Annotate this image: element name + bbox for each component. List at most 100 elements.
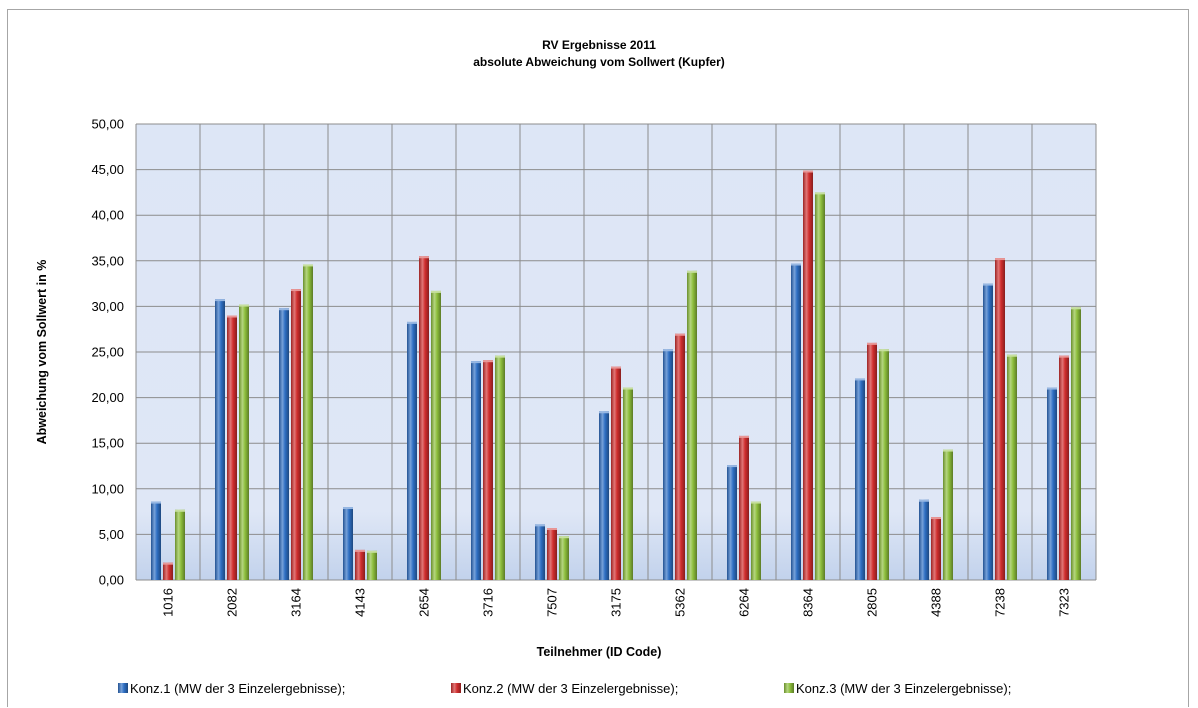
bar	[227, 315, 237, 580]
bar	[163, 562, 173, 580]
bar	[599, 411, 609, 580]
bar-body	[791, 263, 801, 580]
bar-body	[407, 321, 417, 580]
bar-body	[547, 528, 557, 580]
bar	[151, 501, 161, 580]
bar-cap	[803, 170, 813, 173]
bar-body	[867, 342, 877, 580]
x-tick-label: 2805	[865, 588, 880, 617]
bar	[355, 549, 365, 580]
x-tick-label: 2654	[417, 588, 432, 617]
bar-cap	[687, 270, 697, 273]
x-tick-label: 8364	[801, 588, 816, 617]
bar-cap	[995, 258, 1005, 261]
bar-cap	[791, 263, 801, 266]
bar	[995, 258, 1005, 580]
bar-cap	[919, 499, 929, 502]
bar-cap	[279, 308, 289, 311]
bar	[867, 342, 877, 580]
bar	[879, 349, 889, 580]
bar-body	[1047, 387, 1057, 580]
x-tick-label: 7323	[1057, 588, 1072, 617]
bar	[495, 355, 505, 580]
bar-body	[675, 333, 685, 580]
bar-body	[931, 517, 941, 580]
bar	[983, 283, 993, 580]
bar-cap	[623, 387, 633, 390]
x-tick-label: 4388	[929, 588, 944, 617]
bar-cap	[151, 501, 161, 504]
bar	[675, 333, 685, 580]
bar-cap	[727, 465, 737, 468]
bar	[483, 360, 493, 580]
bar-cap	[367, 550, 377, 553]
x-tick-label: 2082	[225, 588, 240, 617]
legend-label: Konz.1 (MW der 3 Einzelergebnisse);	[130, 681, 345, 696]
bar-body	[227, 315, 237, 580]
bar	[175, 509, 185, 580]
bar-body	[1007, 354, 1017, 580]
y-tick-label: 35,00	[91, 253, 124, 268]
bar-body	[367, 550, 377, 580]
bar	[407, 321, 417, 580]
bar-body	[419, 256, 429, 580]
bar-body	[751, 501, 761, 580]
bar	[303, 264, 313, 580]
bar-cap	[483, 360, 493, 363]
y-tick-labels: 0,00 5,00 10,00 15,00 20,00 25,00 30,00 35,00 40…	[91, 117, 124, 588]
chart-subtitle: absolute Abweichung vom Sollwert (Kupfer…	[473, 55, 725, 69]
bar-body	[151, 501, 161, 580]
bar	[343, 507, 353, 580]
x-tick-label: 3164	[289, 588, 304, 617]
bar-cap	[1059, 355, 1069, 358]
bar-body	[535, 524, 545, 580]
bar-cap	[675, 333, 685, 336]
bar-cap	[867, 342, 877, 345]
chart-title: RV Ergebnisse 2011	[542, 38, 656, 52]
legend-item: Konz.1 (MW der 3 Einzelergebnisse);	[118, 681, 345, 696]
x-tick-label: 7238	[993, 588, 1008, 617]
bar-cap	[559, 536, 569, 539]
bar-body	[803, 170, 813, 580]
bar-cap	[175, 509, 185, 512]
bar-body	[175, 509, 185, 580]
bar	[751, 501, 761, 580]
bar-body	[495, 355, 505, 580]
bar	[535, 524, 545, 580]
bar-body	[599, 411, 609, 580]
bar-body	[815, 192, 825, 580]
x-tick-label: 6264	[737, 588, 752, 617]
bar-cap	[547, 528, 557, 531]
bar	[815, 192, 825, 580]
bar-cap	[291, 289, 301, 292]
legend-label: Konz.3 (MW der 3 Einzelergebnisse);	[796, 681, 1011, 696]
bar	[279, 308, 289, 580]
bar	[739, 435, 749, 580]
legend-swatch	[784, 683, 794, 693]
bar-body	[291, 289, 301, 580]
bar-cap	[407, 321, 417, 324]
bar-cap	[1071, 307, 1081, 310]
bar-cap	[815, 192, 825, 195]
bar-body	[663, 349, 673, 580]
bar	[367, 550, 377, 580]
bar	[1071, 307, 1081, 580]
bar-cap	[495, 355, 505, 358]
bar-body	[611, 366, 621, 580]
bar-body	[431, 290, 441, 580]
y-tick-label: 40,00	[91, 208, 124, 223]
bar	[547, 528, 557, 580]
legend-swatch	[118, 683, 128, 693]
legend-label: Konz.2 (MW der 3 Einzelergebnisse);	[463, 681, 678, 696]
bar	[559, 536, 569, 580]
bar-cap	[931, 517, 941, 520]
x-axis-label: Teilnehmer (ID Code)	[537, 645, 662, 659]
bar-cap	[431, 290, 441, 293]
bar-cap	[227, 315, 237, 318]
bar	[687, 270, 697, 580]
bar	[919, 499, 929, 580]
bar-body	[943, 449, 953, 580]
bar	[727, 465, 737, 580]
bar-body	[559, 536, 569, 580]
